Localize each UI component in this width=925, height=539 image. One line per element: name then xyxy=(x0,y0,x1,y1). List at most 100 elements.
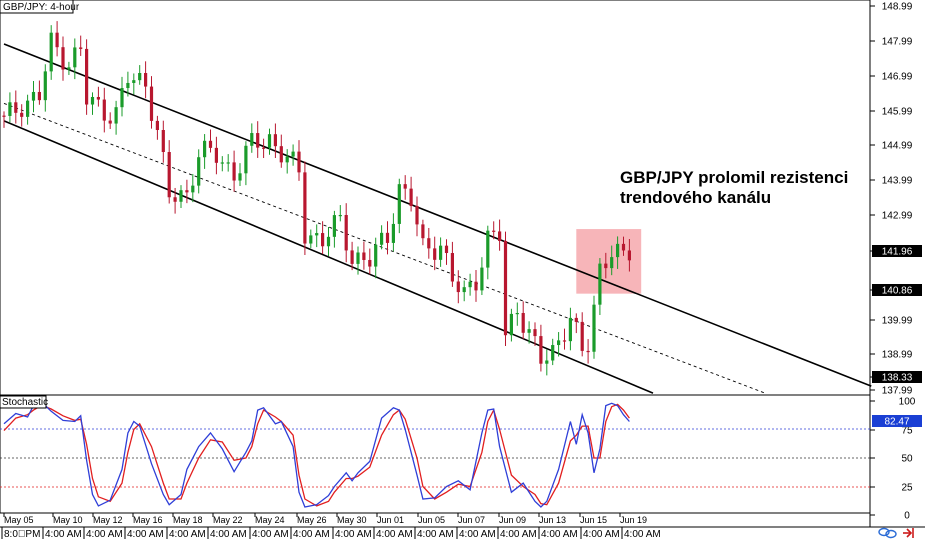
candle xyxy=(598,258,602,315)
candle xyxy=(279,134,283,168)
candle xyxy=(232,150,236,192)
time-date-label: Jun 15 xyxy=(580,515,607,525)
time-hour-label: 4:00 AM xyxy=(541,529,578,539)
candle xyxy=(203,134,207,169)
candle xyxy=(179,185,183,208)
time-hour-label: 4:00 AM xyxy=(293,529,330,539)
candle xyxy=(450,241,454,287)
candle xyxy=(492,221,496,240)
time-hour-label: 4:00 AM xyxy=(252,529,289,539)
candle xyxy=(262,138,266,159)
candle xyxy=(149,76,154,129)
candle xyxy=(297,140,301,181)
time-date-label: Jun 19 xyxy=(620,515,647,525)
symbol-label-bg xyxy=(0,0,74,14)
candle xyxy=(31,81,36,113)
candle xyxy=(380,225,384,250)
candle xyxy=(309,229,313,249)
candle xyxy=(503,231,508,346)
candle xyxy=(208,129,213,153)
price-tick-label: 139.99 xyxy=(882,316,913,327)
arrow-right-icon[interactable] xyxy=(903,528,914,538)
price-tag xyxy=(872,371,922,383)
candle xyxy=(185,179,189,204)
time-hour-label: 8:0⃣PM xyxy=(4,529,40,539)
price-tick-label: 148.99 xyxy=(882,2,913,13)
indicator-label: Stochastic xyxy=(2,397,48,408)
time-date-label: May 16 xyxy=(133,515,163,525)
price-tick-label: 143.99 xyxy=(882,176,913,187)
candle xyxy=(102,87,106,133)
candle xyxy=(356,246,360,275)
candle xyxy=(321,221,325,255)
candle xyxy=(85,39,89,115)
candle xyxy=(586,339,590,364)
candle xyxy=(191,173,195,203)
candle xyxy=(173,187,177,214)
time-hour-label: 4:00 AM xyxy=(86,529,123,539)
stochastic-k-line xyxy=(3,402,630,508)
price-tick-label: 147.99 xyxy=(882,37,913,48)
candle xyxy=(468,273,472,296)
price-tick-label: 142.99 xyxy=(882,211,913,222)
annotation-line-2: trendového kanálu xyxy=(620,188,771,207)
time-hour-label: 4:00 AM xyxy=(583,529,620,539)
candle xyxy=(326,226,331,257)
candle xyxy=(167,140,171,204)
candle xyxy=(439,237,443,267)
candle xyxy=(462,280,466,302)
candle xyxy=(49,25,53,80)
candle xyxy=(144,61,148,99)
candle xyxy=(332,210,336,248)
candle xyxy=(580,312,584,357)
time-hour-label: 4:00 AM xyxy=(376,529,413,539)
candle xyxy=(250,123,254,153)
time-hour-label: 4:00 AM xyxy=(459,529,496,539)
channel-upper-line xyxy=(3,43,872,387)
candle xyxy=(562,328,567,350)
stochastic-tick-label: 25 xyxy=(901,483,913,494)
breakout-highlight xyxy=(576,229,642,294)
candle xyxy=(456,270,460,304)
link-icon[interactable] xyxy=(878,527,897,539)
candle xyxy=(368,248,372,275)
candle xyxy=(120,76,124,117)
candle xyxy=(350,241,354,271)
candle xyxy=(415,196,419,237)
time-hour-label: 4:00 AM xyxy=(417,529,454,539)
candle xyxy=(2,111,6,128)
time-hour-label: 4:00 AM xyxy=(127,529,164,539)
candle xyxy=(621,236,626,256)
candle xyxy=(421,219,425,246)
candle xyxy=(132,73,136,95)
candle xyxy=(273,123,277,158)
time-hour-label: 4:00 AM xyxy=(624,529,661,539)
candle xyxy=(592,295,596,359)
candle xyxy=(427,227,431,259)
time-date-label: Jun 05 xyxy=(418,515,445,525)
candle xyxy=(509,308,513,342)
candle xyxy=(610,245,614,276)
candle xyxy=(557,332,561,357)
candle xyxy=(138,65,142,85)
candle xyxy=(285,149,289,174)
candle xyxy=(214,136,218,175)
candle xyxy=(498,219,502,251)
candle xyxy=(67,61,71,75)
candle xyxy=(385,221,390,255)
candle xyxy=(291,144,295,166)
candle xyxy=(303,161,307,256)
time-date-label: May 24 xyxy=(255,515,285,525)
time-hour-label: 4:00 AM xyxy=(45,529,82,539)
time-hour-label: 4:00 AM xyxy=(210,529,247,539)
candle xyxy=(362,241,366,270)
annotation-line-1: GBP/JPY prolomil rezistenci xyxy=(620,168,848,187)
candle xyxy=(79,35,83,56)
candle xyxy=(256,121,260,158)
candle xyxy=(604,252,608,279)
time-date-label: May 22 xyxy=(213,515,243,525)
price-tag xyxy=(872,284,922,296)
price-tick-label: 146.99 xyxy=(882,72,913,83)
candle xyxy=(344,203,348,263)
